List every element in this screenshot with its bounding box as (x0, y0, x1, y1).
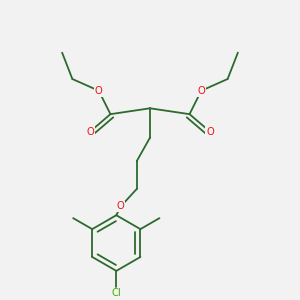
Text: O: O (197, 86, 205, 96)
Text: O: O (117, 201, 124, 212)
Text: O: O (95, 86, 103, 96)
Text: Cl: Cl (111, 288, 121, 298)
Text: O: O (86, 127, 94, 137)
Text: O: O (206, 127, 214, 137)
